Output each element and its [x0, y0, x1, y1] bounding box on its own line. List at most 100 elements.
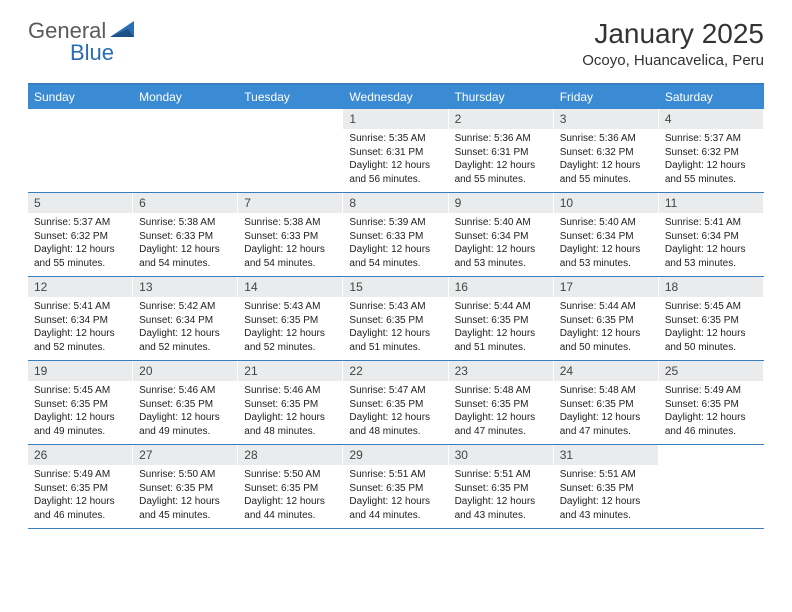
day-body: Sunrise: 5:37 AMSunset: 6:32 PMDaylight:…: [28, 213, 132, 276]
day-number: 23: [449, 361, 553, 381]
day-cell: 28Sunrise: 5:50 AMSunset: 6:35 PMDayligh…: [238, 445, 343, 528]
day-cell: 24Sunrise: 5:48 AMSunset: 6:35 PMDayligh…: [554, 361, 659, 444]
daylight-line: Daylight: 12 hours and 55 minutes.: [34, 243, 126, 270]
day-number: 9: [449, 193, 553, 213]
day-cell: 22Sunrise: 5:47 AMSunset: 6:35 PMDayligh…: [343, 361, 448, 444]
title-block: January 2025 Ocoyo, Huancavelica, Peru: [582, 18, 764, 69]
daylight-line: Daylight: 12 hours and 51 minutes.: [455, 327, 547, 354]
location-text: Ocoyo, Huancavelica, Peru: [582, 52, 764, 69]
day-number: 10: [554, 193, 658, 213]
day-cell: 18Sunrise: 5:45 AMSunset: 6:35 PMDayligh…: [659, 277, 764, 360]
day-number: 5: [28, 193, 132, 213]
day-number: 29: [343, 445, 447, 465]
day-body: Sunrise: 5:48 AMSunset: 6:35 PMDaylight:…: [449, 381, 553, 444]
sunset-line: Sunset: 6:35 PM: [560, 482, 652, 496]
brand-logo: General Blue: [28, 18, 138, 44]
sunset-line: Sunset: 6:33 PM: [139, 230, 231, 244]
day-body: Sunrise: 5:46 AMSunset: 6:35 PMDaylight:…: [238, 381, 342, 444]
sunrise-line: Sunrise: 5:44 AM: [560, 300, 652, 314]
day-header-cell: Saturday: [659, 85, 764, 109]
daylight-line: Daylight: 12 hours and 52 minutes.: [244, 327, 336, 354]
daylight-line: Daylight: 12 hours and 43 minutes.: [560, 495, 652, 522]
sunset-line: Sunset: 6:32 PM: [34, 230, 126, 244]
day-number: 13: [133, 277, 237, 297]
day-header-cell: Tuesday: [238, 85, 343, 109]
day-cell: 6Sunrise: 5:38 AMSunset: 6:33 PMDaylight…: [133, 193, 238, 276]
day-number: 31: [554, 445, 658, 465]
day-number: 8: [343, 193, 447, 213]
day-body: Sunrise: 5:43 AMSunset: 6:35 PMDaylight:…: [238, 297, 342, 360]
day-body: Sunrise: 5:41 AMSunset: 6:34 PMDaylight:…: [659, 213, 763, 276]
day-body: Sunrise: 5:36 AMSunset: 6:32 PMDaylight:…: [554, 129, 658, 192]
sunset-line: Sunset: 6:32 PM: [665, 146, 757, 160]
daylight-line: Daylight: 12 hours and 48 minutes.: [244, 411, 336, 438]
day-body: Sunrise: 5:50 AMSunset: 6:35 PMDaylight:…: [238, 465, 342, 528]
sunset-line: Sunset: 6:34 PM: [560, 230, 652, 244]
sunset-line: Sunset: 6:35 PM: [349, 314, 441, 328]
day-cell: 1Sunrise: 5:35 AMSunset: 6:31 PMDaylight…: [343, 109, 448, 192]
day-number: 3: [554, 109, 658, 129]
sunrise-line: Sunrise: 5:49 AM: [34, 468, 126, 482]
sunset-line: Sunset: 6:34 PM: [34, 314, 126, 328]
sunset-line: Sunset: 6:35 PM: [349, 482, 441, 496]
day-cell: 17Sunrise: 5:44 AMSunset: 6:35 PMDayligh…: [554, 277, 659, 360]
day-number: 21: [238, 361, 342, 381]
day-cell: .: [238, 109, 343, 192]
day-cell: 29Sunrise: 5:51 AMSunset: 6:35 PMDayligh…: [343, 445, 448, 528]
sunrise-line: Sunrise: 5:45 AM: [34, 384, 126, 398]
week-row: 19Sunrise: 5:45 AMSunset: 6:35 PMDayligh…: [28, 361, 764, 445]
sunset-line: Sunset: 6:35 PM: [560, 314, 652, 328]
day-cell: 4Sunrise: 5:37 AMSunset: 6:32 PMDaylight…: [659, 109, 764, 192]
sunset-line: Sunset: 6:33 PM: [244, 230, 336, 244]
sunset-line: Sunset: 6:31 PM: [455, 146, 547, 160]
day-header-cell: Monday: [133, 85, 238, 109]
week-row: 5Sunrise: 5:37 AMSunset: 6:32 PMDaylight…: [28, 193, 764, 277]
day-number: 20: [133, 361, 237, 381]
sunrise-line: Sunrise: 5:39 AM: [349, 216, 441, 230]
day-cell: 15Sunrise: 5:43 AMSunset: 6:35 PMDayligh…: [343, 277, 448, 360]
sunset-line: Sunset: 6:35 PM: [560, 398, 652, 412]
sunrise-line: Sunrise: 5:43 AM: [244, 300, 336, 314]
day-cell: 3Sunrise: 5:36 AMSunset: 6:32 PMDaylight…: [554, 109, 659, 192]
sunrise-line: Sunrise: 5:40 AM: [455, 216, 547, 230]
day-cell: 26Sunrise: 5:49 AMSunset: 6:35 PMDayligh…: [28, 445, 133, 528]
sunrise-line: Sunrise: 5:42 AM: [139, 300, 231, 314]
sunrise-line: Sunrise: 5:51 AM: [455, 468, 547, 482]
week-row: ...1Sunrise: 5:35 AMSunset: 6:31 PMDayli…: [28, 109, 764, 193]
sunset-line: Sunset: 6:35 PM: [455, 482, 547, 496]
day-cell: 14Sunrise: 5:43 AMSunset: 6:35 PMDayligh…: [238, 277, 343, 360]
sunset-line: Sunset: 6:34 PM: [139, 314, 231, 328]
sunrise-line: Sunrise: 5:45 AM: [665, 300, 757, 314]
day-body: Sunrise: 5:46 AMSunset: 6:35 PMDaylight:…: [133, 381, 237, 444]
sunrise-line: Sunrise: 5:38 AM: [244, 216, 336, 230]
sunset-line: Sunset: 6:31 PM: [349, 146, 441, 160]
day-body: Sunrise: 5:44 AMSunset: 6:35 PMDaylight:…: [554, 297, 658, 360]
sunset-line: Sunset: 6:32 PM: [560, 146, 652, 160]
daylight-line: Daylight: 12 hours and 49 minutes.: [34, 411, 126, 438]
day-cell: 5Sunrise: 5:37 AMSunset: 6:32 PMDaylight…: [28, 193, 133, 276]
day-number: 11: [659, 193, 763, 213]
day-cell: .: [659, 445, 764, 528]
day-number: 14: [238, 277, 342, 297]
day-header-cell: Wednesday: [343, 85, 448, 109]
day-cell: 30Sunrise: 5:51 AMSunset: 6:35 PMDayligh…: [449, 445, 554, 528]
day-header-cell: Thursday: [449, 85, 554, 109]
daylight-line: Daylight: 12 hours and 48 minutes.: [349, 411, 441, 438]
day-body: Sunrise: 5:44 AMSunset: 6:35 PMDaylight:…: [449, 297, 553, 360]
sunrise-line: Sunrise: 5:40 AM: [560, 216, 652, 230]
day-cell: 16Sunrise: 5:44 AMSunset: 6:35 PMDayligh…: [449, 277, 554, 360]
day-body: Sunrise: 5:45 AMSunset: 6:35 PMDaylight:…: [28, 381, 132, 444]
sunset-line: Sunset: 6:34 PM: [455, 230, 547, 244]
sunset-line: Sunset: 6:35 PM: [139, 398, 231, 412]
day-body: Sunrise: 5:38 AMSunset: 6:33 PMDaylight:…: [238, 213, 342, 276]
day-body: Sunrise: 5:51 AMSunset: 6:35 PMDaylight:…: [554, 465, 658, 528]
sunrise-line: Sunrise: 5:37 AM: [34, 216, 126, 230]
sunset-line: Sunset: 6:35 PM: [244, 314, 336, 328]
day-body: Sunrise: 5:47 AMSunset: 6:35 PMDaylight:…: [343, 381, 447, 444]
day-body: Sunrise: 5:40 AMSunset: 6:34 PMDaylight:…: [554, 213, 658, 276]
sunset-line: Sunset: 6:35 PM: [244, 482, 336, 496]
daylight-line: Daylight: 12 hours and 53 minutes.: [560, 243, 652, 270]
sunset-line: Sunset: 6:35 PM: [244, 398, 336, 412]
day-cell: 21Sunrise: 5:46 AMSunset: 6:35 PMDayligh…: [238, 361, 343, 444]
day-body: Sunrise: 5:39 AMSunset: 6:33 PMDaylight:…: [343, 213, 447, 276]
